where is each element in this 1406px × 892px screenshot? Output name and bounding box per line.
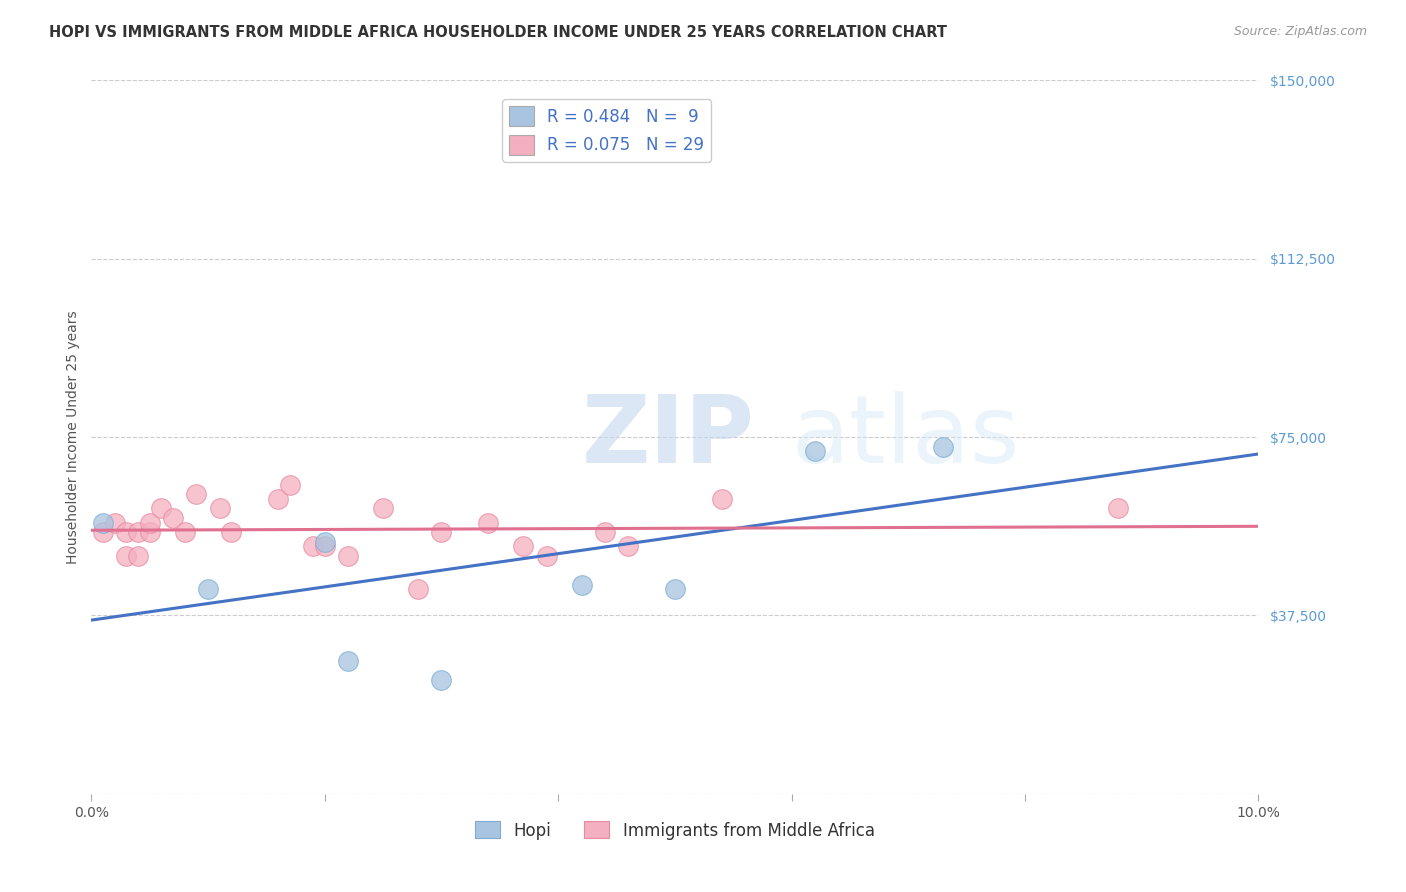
Point (536, 549, 558, 563)
Point (115, 525, 138, 540)
Point (162, 511, 184, 525)
Point (115, 549, 138, 563)
Y-axis label: Householder Income Under 25 years: Householder Income Under 25 years (66, 310, 80, 564)
Point (314, 540, 336, 554)
Legend: Hopi, Immigrants from Middle Africa: Hopi, Immigrants from Middle Africa (468, 814, 882, 847)
Point (197, 582, 219, 597)
Point (710, 491, 733, 506)
Point (208, 501, 231, 516)
Point (430, 525, 453, 540)
Point (571, 577, 593, 591)
Text: atlas: atlas (792, 391, 1019, 483)
Point (267, 491, 290, 506)
Point (91, 516, 114, 530)
Point (371, 501, 394, 516)
Point (221, 525, 243, 540)
Point (302, 540, 325, 554)
Text: HOPI VS IMMIGRANTS FROM MIDDLE AFRICA HOUSEHOLDER INCOME UNDER 25 YEARS CORRELAT: HOPI VS IMMIGRANTS FROM MIDDLE AFRICA HO… (49, 25, 948, 40)
Point (932, 440, 955, 454)
Point (314, 534, 336, 549)
Point (127, 525, 149, 540)
Point (337, 654, 360, 668)
Point (138, 525, 162, 540)
Point (477, 516, 499, 530)
Point (1107, 501, 1129, 516)
Text: ZIP: ZIP (582, 391, 755, 483)
Point (104, 516, 127, 530)
Point (804, 444, 827, 458)
Point (406, 582, 429, 597)
Text: Source: ZipAtlas.com: Source: ZipAtlas.com (1233, 25, 1367, 38)
Point (337, 549, 360, 563)
Point (150, 501, 173, 516)
Point (430, 673, 453, 687)
Point (278, 477, 301, 491)
Point (664, 582, 686, 597)
Point (512, 540, 534, 554)
Point (186, 487, 208, 501)
Point (91, 525, 114, 540)
Point (127, 549, 149, 563)
Point (593, 525, 616, 540)
Point (138, 516, 162, 530)
Point (617, 540, 640, 554)
Point (173, 525, 195, 540)
